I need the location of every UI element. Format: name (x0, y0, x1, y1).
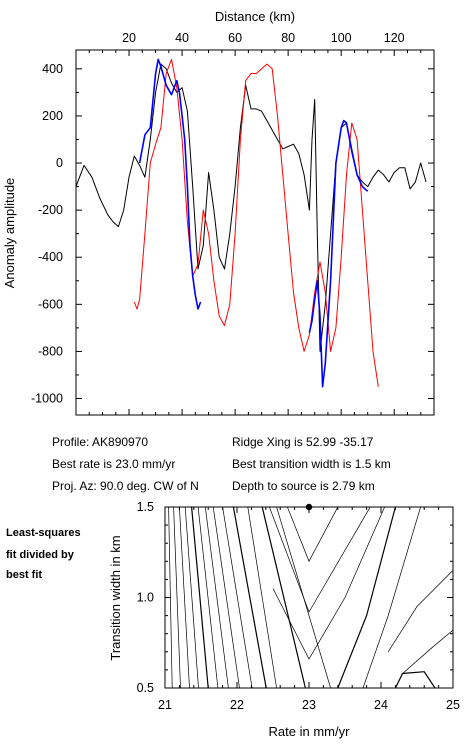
contour-v-line (287, 506, 339, 563)
rate-tick-label: 24 (374, 698, 388, 712)
y-tick-label: -400 (38, 250, 63, 264)
side-note-line-3: best fit (6, 569, 42, 581)
rate-tick-label: 25 (446, 698, 460, 712)
fit-window-line (308, 119, 369, 388)
model-anomaly-line (133, 58, 379, 387)
rate-axis-title: Rate in mm/yr (269, 724, 351, 739)
contour-line (204, 506, 229, 689)
top-plot-frame (75, 49, 435, 416)
contour-line (362, 506, 421, 689)
rate-tick-label: 23 (302, 698, 316, 712)
x-tick-label: 40 (175, 31, 189, 45)
x-tick-label: 80 (281, 31, 295, 45)
y-tick-label: 400 (42, 62, 63, 76)
side-note-line-2: fit divided by (6, 549, 75, 561)
contour-line (197, 506, 219, 689)
contour-line (179, 506, 190, 689)
y-tick-label: -1000 (31, 392, 63, 406)
ridge-xing-label: Ridge Xing is 52.99 -35.17 (232, 435, 374, 449)
anomaly-profile-chart: 20 40 60 80 100 120 400 200 0 -200 -400 -600 -800 -10… (2, 9, 435, 416)
fit-window-line (138, 58, 202, 310)
side-note: Least-squares fit divided by best fit (6, 527, 81, 581)
contour-line (337, 506, 396, 689)
profile-label: Profile: AK890970 (52, 435, 148, 449)
x-tick-label: 120 (384, 31, 405, 45)
bottom-axis-ticks: 21 22 23 24 25 0.5 1.0 1.5 (137, 500, 460, 712)
best-fit-marker (305, 503, 313, 511)
contour-line (222, 506, 253, 689)
contour-line (247, 506, 277, 689)
contour-line (387, 570, 454, 652)
best-rate-label: Best rate is 23.0 mm/yr (52, 457, 175, 471)
contour-line (232, 506, 267, 689)
proj-az-label: Proj. Az: 90.0 deg. CW of N (52, 479, 199, 493)
contour-lines (168, 506, 454, 689)
rate-tick-label: 22 (230, 698, 244, 712)
y-tick-label: 0 (56, 156, 63, 170)
contour-line (184, 506, 199, 689)
y-tick-label: 200 (42, 109, 63, 123)
rate-tick-label: 21 (158, 698, 172, 712)
width-axis-title: Transition width in km (108, 535, 123, 660)
contour-v-line (272, 506, 385, 660)
side-note-line-1: Least-squares (6, 527, 81, 539)
top-axis-ticks: 20 40 60 80 100 120 400 200 0 -200 -400 -600 -800 -10… (31, 31, 434, 415)
contour-line (394, 671, 436, 689)
width-tick-label: 0.5 (137, 681, 154, 695)
y-tick-label: -800 (38, 344, 63, 358)
y-tick-label: -600 (38, 297, 63, 311)
x-axis-title: Distance (km) (215, 9, 295, 24)
y-tick-label: -200 (38, 203, 63, 217)
best-width-label: Best transition width is 1.5 km (232, 457, 391, 471)
contour-line (173, 506, 181, 689)
contour-line (191, 506, 209, 689)
contour-line (261, 506, 306, 689)
y-axis-title: Anomaly amplitude (2, 178, 17, 289)
width-tick-label: 1.5 (137, 500, 154, 514)
contour-v-line (269, 506, 371, 613)
x-tick-label: 100 (331, 31, 352, 45)
width-tick-label: 1.0 (137, 591, 154, 605)
depth-label: Depth to source is 2.79 km (232, 479, 375, 493)
top-series-group (75, 58, 427, 388)
contour-chart: 21 22 23 24 25 0.5 1.0 1.5 Rate in mm/yr Transi… (108, 500, 460, 739)
observed-anomaly-line (75, 63, 427, 352)
x-tick-label: 20 (122, 31, 136, 45)
contour-line (212, 506, 240, 689)
contour-line (402, 629, 454, 674)
x-tick-label: 60 (228, 31, 242, 45)
profile-info-block: Profile: AK890970 Best rate is 23.0 mm/y… (52, 435, 391, 493)
